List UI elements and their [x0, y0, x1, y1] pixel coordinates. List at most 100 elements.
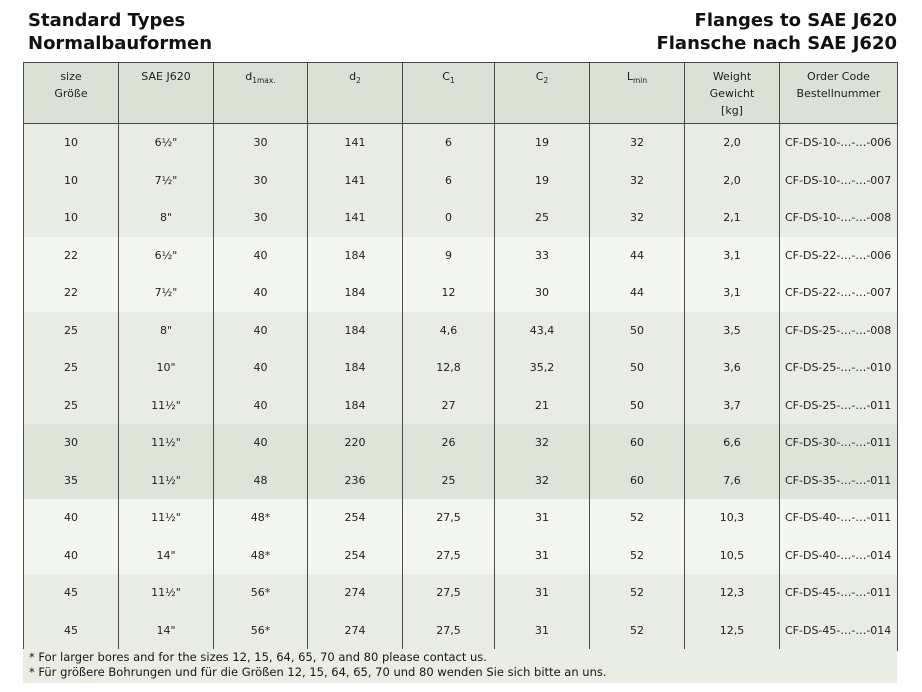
col-header-d2: d2	[307, 62, 403, 124]
cell-d2: 220	[307, 424, 403, 462]
cell-weight: 3,7	[684, 386, 780, 424]
cell-d2: 184	[307, 311, 403, 349]
cell-d1max: 30	[213, 123, 308, 162]
cell-d1max: 30	[213, 161, 308, 199]
cell-c2: 33	[494, 236, 590, 274]
cell-sae: 11½"	[118, 461, 214, 499]
cell-c1: 27,5	[402, 611, 495, 650]
cell-size: 10	[23, 199, 119, 237]
cell-size: 35	[23, 461, 119, 499]
cell-size: 25	[23, 386, 119, 424]
cell-c2: 32	[494, 424, 590, 462]
cell-lmin: 52	[589, 574, 685, 612]
cell-c1: 0	[402, 199, 495, 237]
cell-lmin: 52	[589, 611, 685, 650]
cell-size: 40	[23, 536, 119, 574]
footnote-band: * For larger bores and for the sizes 12,…	[23, 649, 897, 683]
cell-sae: 11½"	[118, 499, 214, 537]
cell-c2: 32	[494, 461, 590, 499]
cell-c2: 43,4	[494, 311, 590, 349]
cell-sae: 7½"	[118, 161, 214, 199]
cell-c1: 6	[402, 123, 495, 162]
titlebar: Standard Types Normalbauformen Flanges t…	[28, 9, 897, 55]
cell-weight: 2,0	[684, 161, 780, 199]
cell-code: CF-DS-25-…-…-011	[779, 386, 898, 424]
cell-c1: 27,5	[402, 574, 495, 612]
cell-c1: 26	[402, 424, 495, 462]
cell-sae: 8"	[118, 199, 214, 237]
cell-d2: 141	[307, 199, 403, 237]
cell-d2: 184	[307, 386, 403, 424]
cell-d1max: 56*	[213, 574, 308, 612]
cell-code: CF-DS-10-…-…-008	[779, 199, 898, 237]
cell-size: 25	[23, 311, 119, 349]
cell-lmin: 50	[589, 311, 685, 349]
cell-c2: 31	[494, 611, 590, 650]
table-row: 35 11½" 48 236 25 32 60 7,6 CF-DS-35-…-…-011	[23, 461, 898, 499]
cell-lmin: 60	[589, 461, 685, 499]
cell-c2: 35,2	[494, 349, 590, 387]
cell-code: CF-DS-40-…-…-011	[779, 499, 898, 537]
table-row: 10 8" 30 141 0 25 32 2,1 CF-DS-10-…-…-008	[23, 199, 898, 237]
table-body: 10 6½" 30 141 6 19 32 2,0 CF-DS-10-…-…-006 10 7½" 3…	[23, 123, 898, 650]
cell-size: 25	[23, 349, 119, 387]
cell-c1: 12	[402, 274, 495, 312]
cell-d2: 141	[307, 161, 403, 199]
cell-d2: 236	[307, 461, 403, 499]
cell-c2: 31	[494, 574, 590, 612]
cell-c2: 31	[494, 499, 590, 537]
cell-c1: 25	[402, 461, 495, 499]
title-right: Flanges to SAE J620 Flansche nach SAE J6…	[656, 9, 897, 55]
cell-weight: 12,5	[684, 611, 780, 650]
cell-c2: 31	[494, 536, 590, 574]
title-left: Standard Types Normalbauformen	[28, 9, 212, 55]
cell-lmin: 32	[589, 199, 685, 237]
cell-size: 22	[23, 236, 119, 274]
cell-code: CF-DS-45-…-…-014	[779, 611, 898, 650]
cell-lmin: 32	[589, 123, 685, 162]
cell-code: CF-DS-10-…-…-006	[779, 123, 898, 162]
cell-code: CF-DS-30-…-…-011	[779, 424, 898, 462]
cell-c1: 27	[402, 386, 495, 424]
col-header-lmin: Lmin	[589, 62, 685, 124]
cell-lmin: 52	[589, 499, 685, 537]
cell-code: CF-DS-25-…-…-008	[779, 311, 898, 349]
cell-lmin: 32	[589, 161, 685, 199]
cell-weight: 3,6	[684, 349, 780, 387]
col-header-size: size Größe	[23, 62, 119, 124]
cell-code: CF-DS-22-…-…-006	[779, 236, 898, 274]
cell-d1max: 40	[213, 386, 308, 424]
cell-d2: 254	[307, 536, 403, 574]
cell-weight: 10,5	[684, 536, 780, 574]
cell-lmin: 50	[589, 386, 685, 424]
col-header-code: Order Code Bestellnummer	[779, 62, 898, 124]
cell-d2: 184	[307, 349, 403, 387]
cell-sae: 10"	[118, 349, 214, 387]
cell-d1max: 40	[213, 349, 308, 387]
cell-lmin: 44	[589, 236, 685, 274]
title-right-line1: Flanges to SAE J620	[694, 10, 897, 31]
cell-code: CF-DS-10-…-…-007	[779, 161, 898, 199]
cell-code: CF-DS-35-…-…-011	[779, 461, 898, 499]
cell-lmin: 60	[589, 424, 685, 462]
table-row: 30 11½" 40 220 26 32 60 6,6 CF-DS-30-…-…-011	[23, 424, 898, 462]
flange-spec-table: size Größe SAE J620 d1max. d2 C1 C2 Lmin Weight G…	[23, 62, 898, 651]
col-header-c1: C1	[402, 62, 495, 124]
cell-c1: 27,5	[402, 536, 495, 574]
cell-d1max: 48*	[213, 536, 308, 574]
cell-sae: 11½"	[118, 424, 214, 462]
cell-d2: 274	[307, 611, 403, 650]
cell-sae: 14"	[118, 611, 214, 650]
cell-weight: 12,3	[684, 574, 780, 612]
cell-size: 10	[23, 123, 119, 162]
cell-d1max: 40	[213, 424, 308, 462]
cell-c2: 30	[494, 274, 590, 312]
cell-d1max: 40	[213, 236, 308, 274]
cell-size: 45	[23, 574, 119, 612]
title-right-line2: Flansche nach SAE J620	[656, 33, 897, 54]
table-row: 25 8" 40 184 4,6 43,4 50 3,5 CF-DS-25-…-…-008	[23, 311, 898, 349]
cell-lmin: 52	[589, 536, 685, 574]
cell-d1max: 48*	[213, 499, 308, 537]
cell-c1: 9	[402, 236, 495, 274]
